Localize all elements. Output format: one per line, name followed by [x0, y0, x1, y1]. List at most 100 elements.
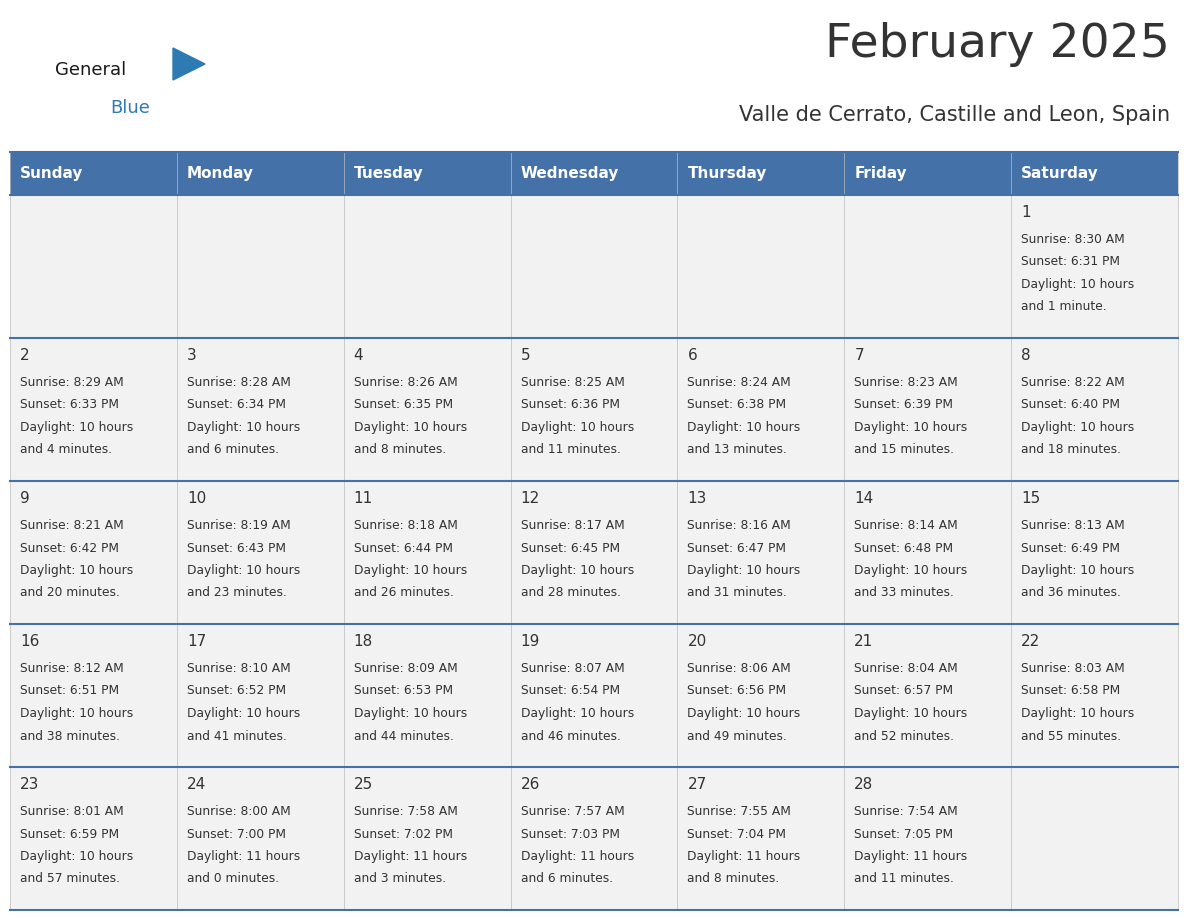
Text: and 31 minutes.: and 31 minutes.	[688, 587, 788, 599]
Text: Sunset: 7:03 PM: Sunset: 7:03 PM	[520, 827, 620, 841]
Text: and 33 minutes.: and 33 minutes.	[854, 587, 954, 599]
Text: and 26 minutes.: and 26 minutes.	[354, 587, 454, 599]
Text: Sunset: 6:52 PM: Sunset: 6:52 PM	[187, 685, 286, 698]
Text: and 20 minutes.: and 20 minutes.	[20, 587, 120, 599]
Text: Sunset: 6:40 PM: Sunset: 6:40 PM	[1022, 398, 1120, 411]
Text: Daylight: 10 hours: Daylight: 10 hours	[688, 421, 801, 434]
Text: Daylight: 10 hours: Daylight: 10 hours	[520, 564, 634, 577]
Text: Daylight: 10 hours: Daylight: 10 hours	[1022, 421, 1135, 434]
Text: Sunrise: 8:01 AM: Sunrise: 8:01 AM	[20, 805, 124, 818]
Text: Sunset: 6:48 PM: Sunset: 6:48 PM	[854, 542, 954, 554]
Bar	[177, 152, 343, 195]
Text: Sunset: 6:39 PM: Sunset: 6:39 PM	[854, 398, 953, 411]
Bar	[10, 767, 1178, 910]
Text: Daylight: 10 hours: Daylight: 10 hours	[520, 421, 634, 434]
Text: Sunset: 6:58 PM: Sunset: 6:58 PM	[1022, 685, 1120, 698]
Text: Sunrise: 8:14 AM: Sunrise: 8:14 AM	[854, 519, 958, 532]
Text: 18: 18	[354, 634, 373, 649]
Bar	[343, 152, 511, 195]
Text: 5: 5	[520, 348, 530, 363]
Text: Monday: Monday	[187, 166, 254, 181]
Text: General: General	[55, 61, 126, 79]
Text: 10: 10	[187, 491, 206, 506]
Text: Sunrise: 8:17 AM: Sunrise: 8:17 AM	[520, 519, 625, 532]
Bar	[10, 195, 1178, 338]
Text: and 4 minutes.: and 4 minutes.	[20, 443, 112, 456]
Bar	[10, 152, 177, 195]
Text: Sunrise: 7:57 AM: Sunrise: 7:57 AM	[520, 805, 625, 818]
Bar	[511, 152, 677, 195]
Text: 27: 27	[688, 777, 707, 792]
Text: Sunrise: 8:19 AM: Sunrise: 8:19 AM	[187, 519, 291, 532]
Text: Sunrise: 8:26 AM: Sunrise: 8:26 AM	[354, 376, 457, 389]
Text: and 38 minutes.: and 38 minutes.	[20, 730, 120, 743]
Text: 22: 22	[1022, 634, 1041, 649]
Text: 12: 12	[520, 491, 539, 506]
Bar	[1011, 152, 1178, 195]
Text: Sunset: 6:59 PM: Sunset: 6:59 PM	[20, 827, 119, 841]
Text: Daylight: 10 hours: Daylight: 10 hours	[187, 564, 301, 577]
Text: Sunrise: 8:07 AM: Sunrise: 8:07 AM	[520, 662, 625, 675]
Text: 11: 11	[354, 491, 373, 506]
Text: 19: 19	[520, 634, 541, 649]
Bar	[677, 152, 845, 195]
Text: Valle de Cerrato, Castille and Leon, Spain: Valle de Cerrato, Castille and Leon, Spa…	[739, 105, 1170, 125]
Text: Sunset: 6:51 PM: Sunset: 6:51 PM	[20, 685, 119, 698]
Text: and 55 minutes.: and 55 minutes.	[1022, 730, 1121, 743]
Text: and 0 minutes.: and 0 minutes.	[187, 872, 279, 886]
Text: and 23 minutes.: and 23 minutes.	[187, 587, 286, 599]
Text: 7: 7	[854, 348, 864, 363]
Text: Daylight: 11 hours: Daylight: 11 hours	[520, 850, 634, 863]
Text: 21: 21	[854, 634, 873, 649]
Text: Wednesday: Wednesday	[520, 166, 619, 181]
Text: 16: 16	[20, 634, 39, 649]
Text: and 6 minutes.: and 6 minutes.	[187, 443, 279, 456]
Text: Sunset: 7:02 PM: Sunset: 7:02 PM	[354, 827, 453, 841]
Text: Sunrise: 8:03 AM: Sunrise: 8:03 AM	[1022, 662, 1125, 675]
Text: Daylight: 10 hours: Daylight: 10 hours	[1022, 278, 1135, 291]
Text: Sunrise: 8:25 AM: Sunrise: 8:25 AM	[520, 376, 625, 389]
Text: Daylight: 10 hours: Daylight: 10 hours	[354, 707, 467, 720]
Text: Daylight: 11 hours: Daylight: 11 hours	[187, 850, 301, 863]
Text: Sunset: 6:45 PM: Sunset: 6:45 PM	[520, 542, 620, 554]
Text: 24: 24	[187, 777, 206, 792]
Text: Daylight: 10 hours: Daylight: 10 hours	[354, 421, 467, 434]
Text: Sunrise: 8:30 AM: Sunrise: 8:30 AM	[1022, 233, 1125, 246]
Text: and 8 minutes.: and 8 minutes.	[688, 872, 779, 886]
Text: Sunrise: 8:28 AM: Sunrise: 8:28 AM	[187, 376, 291, 389]
Text: and 3 minutes.: and 3 minutes.	[354, 872, 446, 886]
Text: Daylight: 10 hours: Daylight: 10 hours	[20, 850, 133, 863]
Text: Daylight: 10 hours: Daylight: 10 hours	[854, 707, 967, 720]
Text: Sunrise: 7:54 AM: Sunrise: 7:54 AM	[854, 805, 958, 818]
Text: 26: 26	[520, 777, 541, 792]
Text: and 11 minutes.: and 11 minutes.	[520, 443, 620, 456]
Text: Sunrise: 8:00 AM: Sunrise: 8:00 AM	[187, 805, 291, 818]
Text: Sunrise: 8:23 AM: Sunrise: 8:23 AM	[854, 376, 958, 389]
Text: and 6 minutes.: and 6 minutes.	[520, 872, 613, 886]
Text: Sunset: 6:36 PM: Sunset: 6:36 PM	[520, 398, 620, 411]
Text: Friday: Friday	[854, 166, 906, 181]
Text: Daylight: 10 hours: Daylight: 10 hours	[20, 421, 133, 434]
Text: 9: 9	[20, 491, 30, 506]
Text: 3: 3	[187, 348, 196, 363]
Text: and 11 minutes.: and 11 minutes.	[854, 872, 954, 886]
Text: Blue: Blue	[110, 99, 150, 117]
Text: Sunrise: 7:55 AM: Sunrise: 7:55 AM	[688, 805, 791, 818]
Text: Sunrise: 8:09 AM: Sunrise: 8:09 AM	[354, 662, 457, 675]
Bar	[10, 481, 1178, 624]
Text: Saturday: Saturday	[1022, 166, 1099, 181]
Text: 20: 20	[688, 634, 707, 649]
Text: Daylight: 10 hours: Daylight: 10 hours	[688, 707, 801, 720]
Text: Sunrise: 8:16 AM: Sunrise: 8:16 AM	[688, 519, 791, 532]
Text: and 1 minute.: and 1 minute.	[1022, 300, 1107, 314]
Text: 17: 17	[187, 634, 206, 649]
Text: Sunset: 6:42 PM: Sunset: 6:42 PM	[20, 542, 119, 554]
Text: Sunrise: 8:22 AM: Sunrise: 8:22 AM	[1022, 376, 1125, 389]
Text: Sunset: 6:44 PM: Sunset: 6:44 PM	[354, 542, 453, 554]
Text: and 8 minutes.: and 8 minutes.	[354, 443, 446, 456]
Text: Daylight: 10 hours: Daylight: 10 hours	[20, 564, 133, 577]
Text: February 2025: February 2025	[826, 22, 1170, 67]
Text: Sunset: 6:53 PM: Sunset: 6:53 PM	[354, 685, 453, 698]
Text: Sunset: 6:49 PM: Sunset: 6:49 PM	[1022, 542, 1120, 554]
Text: Sunset: 7:00 PM: Sunset: 7:00 PM	[187, 827, 286, 841]
